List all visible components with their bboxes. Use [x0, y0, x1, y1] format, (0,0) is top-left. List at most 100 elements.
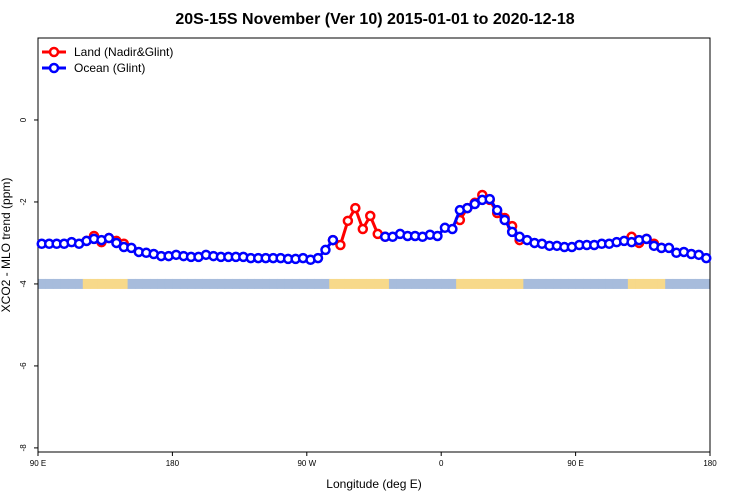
surface-strip: [359, 278, 368, 289]
surface-strip: [120, 278, 129, 289]
surface-strip: [687, 278, 696, 289]
surface-strip: [493, 278, 502, 289]
x-tick-label: 90 E: [567, 459, 583, 468]
surface-strip: [463, 278, 472, 289]
y-tick-label: -6: [19, 362, 28, 370]
surface-strip: [45, 278, 54, 289]
surface-strip: [620, 278, 629, 289]
surface-strip: [112, 278, 121, 289]
surface-strip: [553, 278, 562, 289]
surface-strip: [232, 278, 241, 289]
surface-strip: [538, 278, 547, 289]
surface-strip: [650, 278, 659, 289]
surface-strip: [157, 278, 166, 289]
x-tick-label: 180: [166, 459, 180, 468]
surface-strip: [164, 278, 173, 289]
data-point: [491, 204, 503, 216]
x-tick-label: 90 W: [297, 459, 316, 468]
surface-strip: [642, 278, 651, 289]
surface-strip: [344, 278, 353, 289]
data-point: [357, 223, 369, 235]
surface-strip: [254, 278, 263, 289]
surface-strip: [665, 278, 674, 289]
surface-strip: [448, 278, 457, 289]
data-point: [641, 233, 652, 245]
data-point: [342, 215, 354, 227]
surface-strip: [426, 278, 435, 289]
data-point: [469, 198, 481, 210]
legend-label: Ocean (Glint): [74, 61, 145, 75]
x-axis-label: Longitude (deg E): [326, 477, 421, 491]
surface-strip: [194, 278, 203, 289]
legend-marker: [48, 46, 60, 58]
surface-strip: [247, 278, 256, 289]
surface-strip: [403, 278, 412, 289]
surface-strip: [217, 278, 226, 289]
data-point: [335, 239, 346, 251]
data-point: [350, 202, 361, 214]
data-point: [663, 242, 675, 254]
surface-strip: [291, 278, 300, 289]
data-point: [462, 202, 473, 214]
surface-strip: [67, 278, 76, 289]
surface-strip: [314, 278, 323, 289]
surface-strip: [105, 278, 114, 289]
surface-strip: [366, 278, 375, 289]
surface-strip: [605, 278, 614, 289]
surface-strip: [239, 278, 248, 289]
y-tick-label: -4: [19, 280, 28, 288]
surface-strip: [396, 278, 405, 289]
surface-strip: [530, 278, 539, 289]
surface-strip: [52, 278, 61, 289]
data-point: [506, 226, 518, 238]
surface-strip: [381, 278, 390, 289]
series-line: [85, 193, 663, 250]
data-point: [126, 242, 137, 254]
surface-strip: [695, 278, 704, 289]
surface-strip: [127, 278, 136, 289]
surface-strip: [523, 278, 532, 289]
data-point: [432, 230, 443, 242]
surface-strip: [82, 278, 91, 289]
surface-strip: [276, 278, 285, 289]
surface-strip: [590, 278, 599, 289]
surface-strip: [150, 278, 158, 289]
surface-strip: [508, 278, 517, 289]
surface-strip: [329, 278, 338, 289]
surface-strip: [515, 278, 524, 289]
surface-strip: [545, 278, 554, 289]
surface-strip: [388, 278, 397, 289]
surface-strip: [627, 278, 636, 289]
surface-strip: [702, 278, 711, 289]
data-point: [701, 252, 712, 264]
legend-marker: [48, 62, 60, 74]
chart-title: 20S-15S November (Ver 10) 2015-01-01 to …: [175, 11, 574, 28]
surface-strip: [635, 278, 644, 289]
x-tick-label: 180: [703, 459, 717, 468]
surface-strip: [374, 278, 382, 289]
surface-strip: [179, 278, 188, 289]
data-point: [111, 237, 122, 249]
surface-strip: [441, 278, 450, 289]
surface-strip: [418, 278, 427, 289]
surface-strip: [38, 278, 46, 289]
surface-strip: [299, 278, 308, 289]
surface-strip: [500, 278, 509, 289]
surface-strip: [612, 278, 621, 289]
surface-strip: [224, 278, 233, 289]
surface-strip: [90, 278, 99, 289]
data-point: [365, 210, 376, 222]
surface-strip: [336, 278, 345, 289]
y-axis-label: XCO2 - MLO trend (ppm): [0, 178, 13, 313]
surface-strip: [306, 278, 315, 289]
surface-strip: [478, 278, 487, 289]
surface-strip: [284, 278, 293, 289]
surface-strip: [202, 278, 211, 289]
legend-label: Land (Nadir&Glint): [74, 45, 173, 59]
surface-strip: [269, 278, 278, 289]
surface-strip: [568, 278, 577, 289]
y-tick-label: -2: [19, 198, 28, 206]
surface-strip: [680, 278, 689, 289]
surface-strip: [672, 278, 681, 289]
